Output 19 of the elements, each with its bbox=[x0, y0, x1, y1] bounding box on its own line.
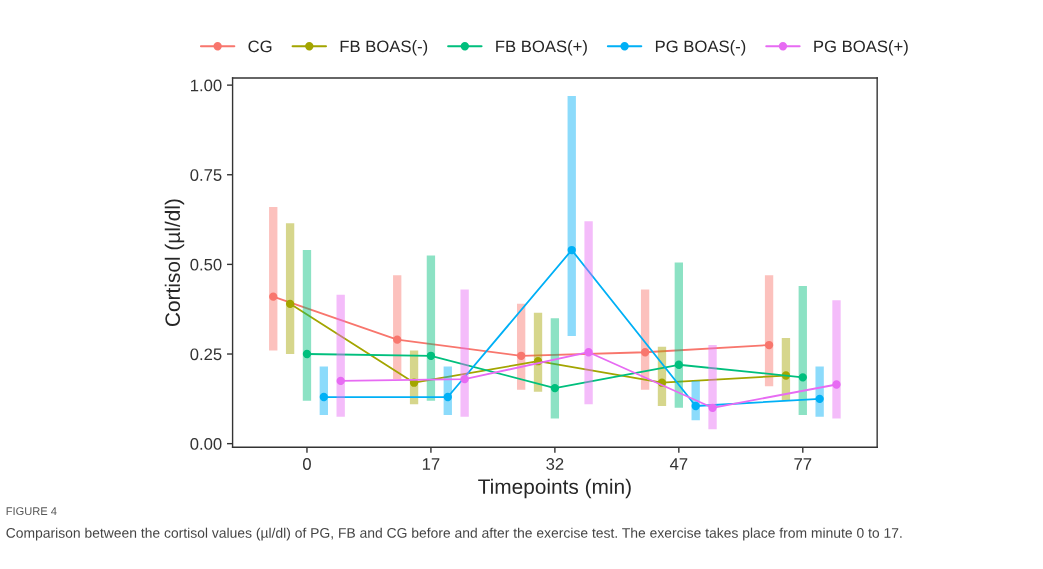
y-tick-label: 0.50 bbox=[190, 258, 222, 271]
y-tick-label: 0.25 bbox=[190, 348, 222, 361]
legend-label: PG BOAS(+) bbox=[814, 40, 908, 56]
y-tick-label: 0.00 bbox=[190, 438, 222, 450]
y-axis-title: Cortisol (µl/dl) bbox=[164, 199, 185, 326]
y-tick-label: 0.75 bbox=[190, 169, 222, 181]
x-tick-label: 32 bbox=[546, 458, 564, 470]
legend-label: FB BOAS(-) bbox=[340, 40, 428, 56]
legend-label: CG bbox=[248, 40, 272, 53]
legend-label: PG BOAS(-) bbox=[655, 40, 746, 56]
y-tick-label: 1.00 bbox=[191, 79, 222, 92]
text: Comparison between the cortisol values (µl/dl) of PG, FB and CG before and after the exercise test. The exercise takes place from minute 0 to 17. bbox=[6, 527, 902, 541]
x-tick-label: 0 bbox=[302, 458, 311, 470]
x-axis-title: Timepoints (min) bbox=[478, 478, 631, 499]
caption: FIGURE 4 bbox=[6, 507, 57, 516]
x-tick-label: 77 bbox=[794, 458, 812, 470]
x-tick-label: 17 bbox=[422, 458, 440, 470]
legend-label: FB BOAS(+) bbox=[496, 40, 587, 56]
x-tick-label: 47 bbox=[669, 458, 688, 470]
